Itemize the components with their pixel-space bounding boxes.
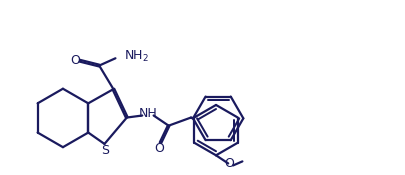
Text: O: O (70, 54, 80, 67)
Text: NH$_2$: NH$_2$ (124, 49, 149, 64)
Text: S: S (101, 144, 109, 156)
Text: NH: NH (138, 107, 157, 120)
Text: O: O (153, 142, 164, 155)
Text: O: O (224, 157, 234, 170)
